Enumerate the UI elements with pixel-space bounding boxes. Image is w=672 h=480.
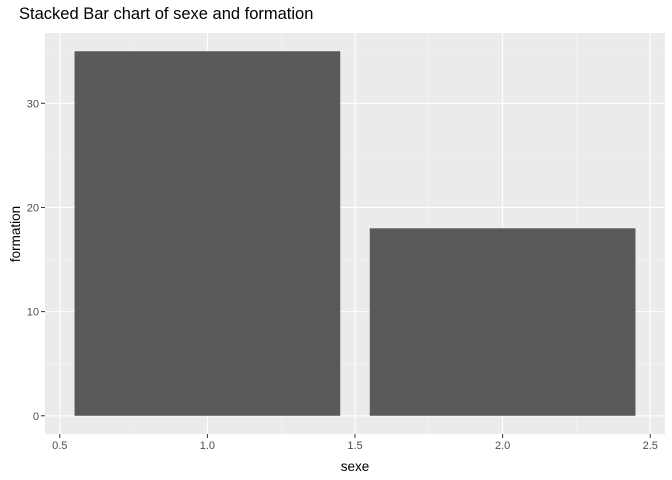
y-tick-label: 10 — [27, 307, 39, 319]
x-tick-label: 2.0 — [495, 440, 510, 452]
x-tick-label: 2.5 — [643, 440, 658, 452]
x-tick-label: 1.5 — [347, 440, 362, 452]
y-axis: 0 10 20 30 — [27, 98, 45, 423]
y-tick-label: 30 — [27, 98, 39, 110]
x-tick-label: 1.0 — [200, 440, 215, 452]
x-axis: 0.5 1.0 1.5 2.0 2.5 — [52, 434, 658, 452]
x-axis-title: sexe — [341, 459, 370, 474]
x-tick-label: 0.5 — [52, 440, 67, 452]
chart-title: Stacked Bar chart of sexe and formation — [19, 5, 314, 23]
y-tick-label: 20 — [27, 202, 39, 214]
bar-1 — [74, 51, 341, 416]
y-axis-title: formation — [8, 206, 23, 262]
bar-2 — [369, 228, 636, 416]
y-tick-label: 0 — [33, 411, 39, 423]
bars-layer — [74, 51, 636, 416]
